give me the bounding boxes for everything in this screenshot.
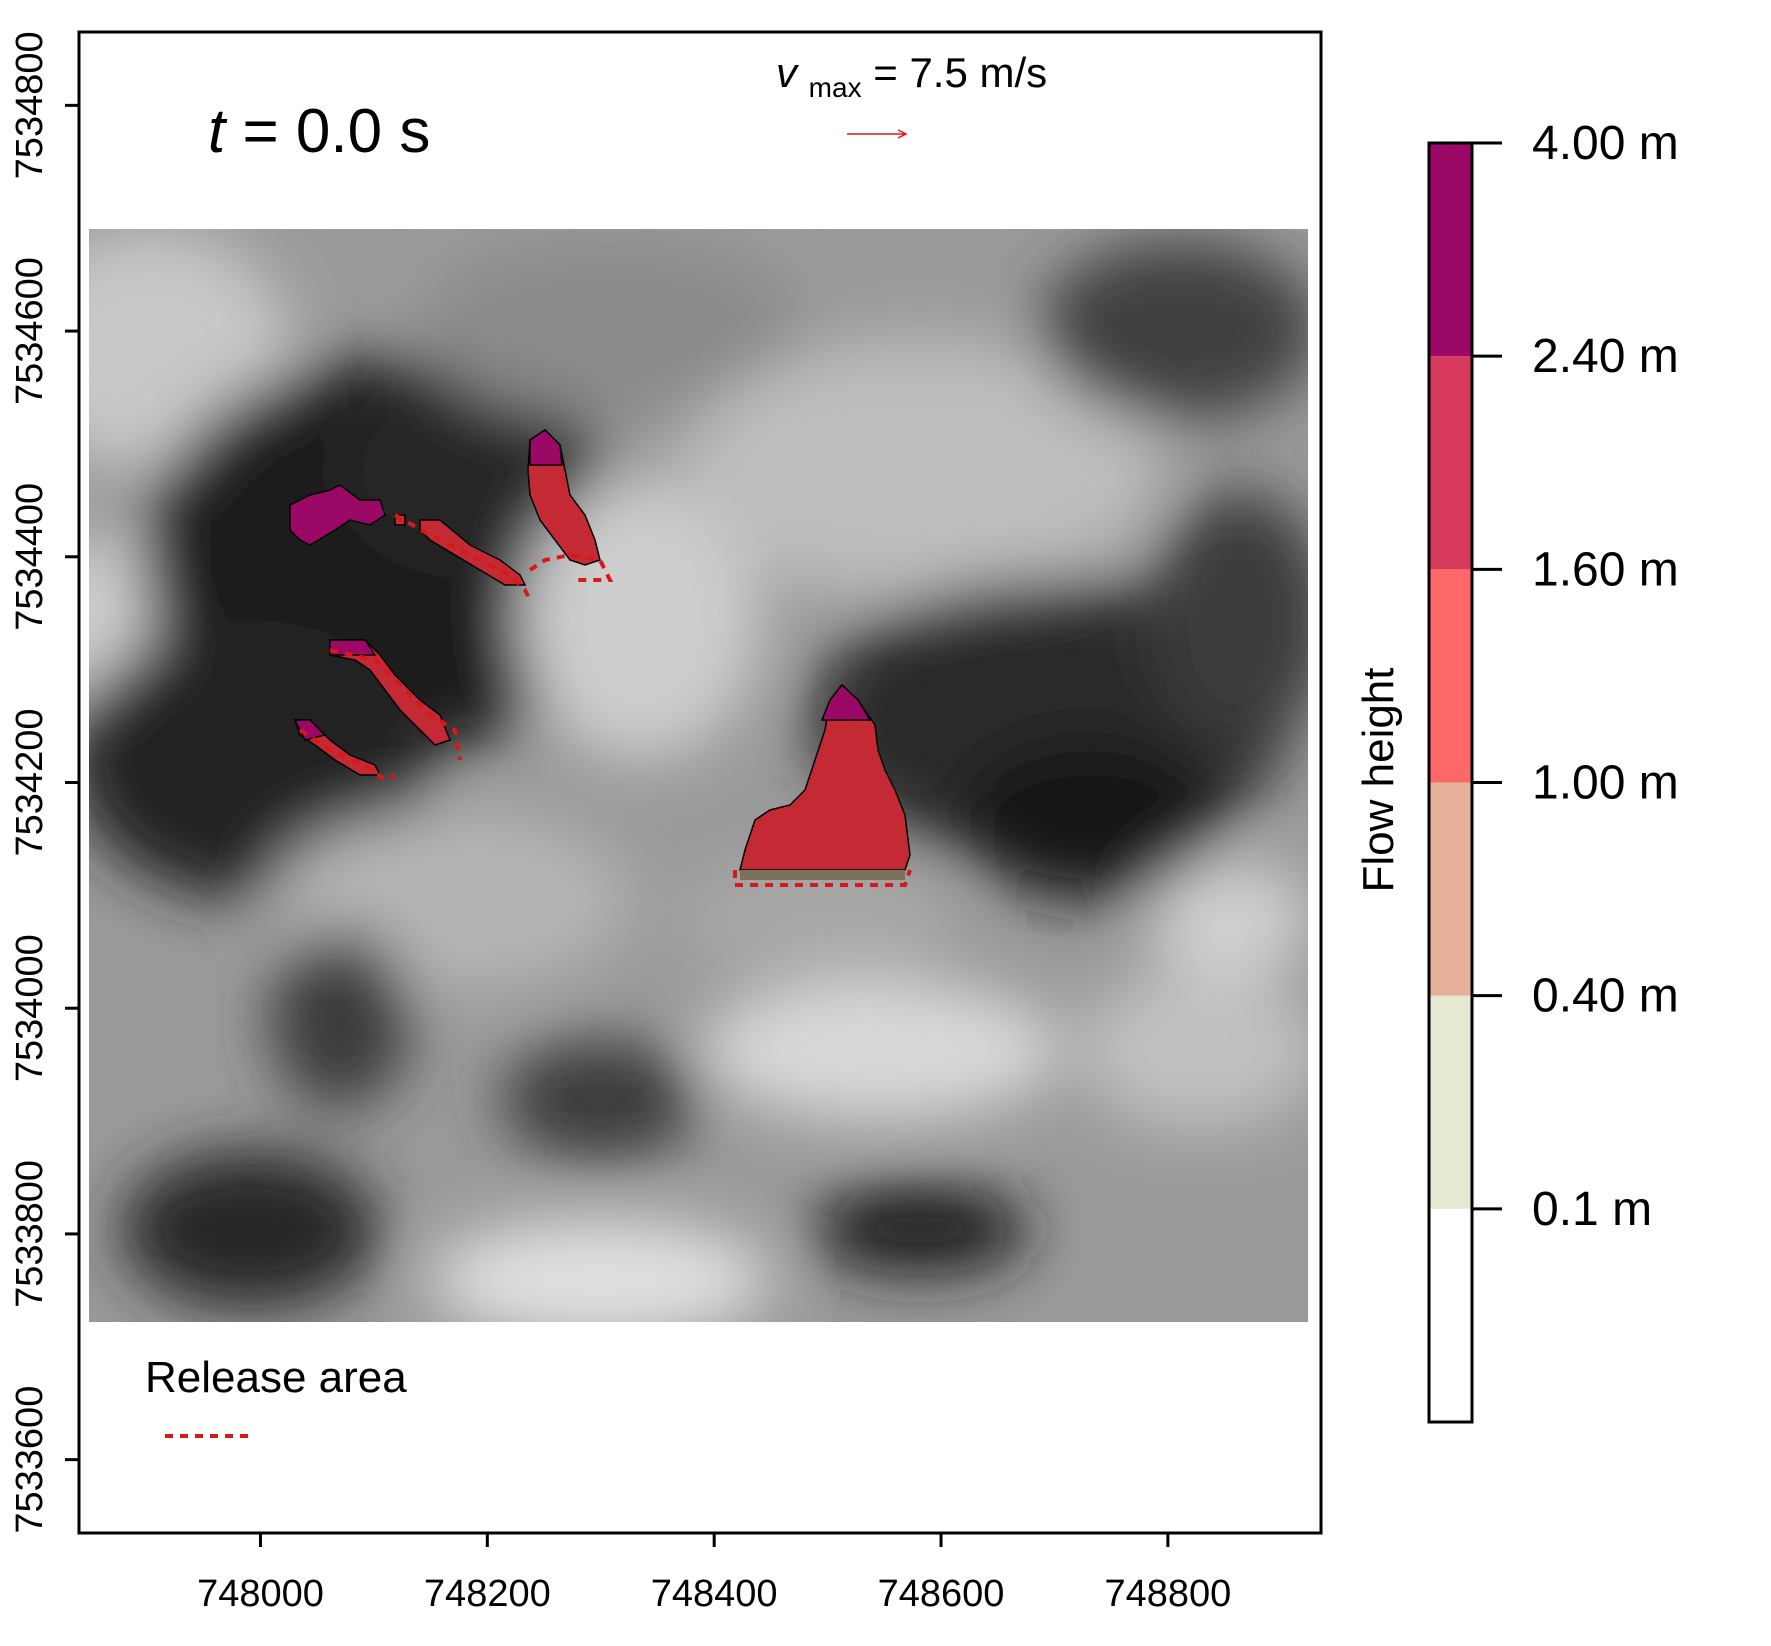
- flow-patch-right-top: [820, 683, 872, 721]
- x-tick-label: 748400: [651, 1573, 778, 1615]
- time-value: 0.0: [296, 97, 382, 166]
- x-tick-label: 748000: [197, 1573, 324, 1615]
- flow-patch-left-upper: [289, 484, 386, 546]
- y-tick-label: 7533600: [9, 1386, 51, 1534]
- flow-patch-center-upper-top: [529, 429, 563, 466]
- colorbar-tick-label: 1.00 m: [1532, 757, 1679, 810]
- colorbar-tick-label: 0.40 m: [1532, 970, 1679, 1023]
- x-tick-label: 748800: [1104, 1573, 1231, 1615]
- flow-patch-streak-b: [419, 519, 527, 586]
- colorbar-tick-label: 1.60 m: [1532, 543, 1679, 596]
- colorbar-tick-label: 0.1 m: [1532, 1183, 1652, 1236]
- velocity-unit: m/s: [980, 49, 1048, 96]
- velocity-value: 7.5: [909, 49, 967, 96]
- colorbar-title: Flow height: [1354, 667, 1403, 892]
- hillshade-terrain: [89, 229, 1308, 1322]
- flow-patches: [289, 429, 911, 880]
- y-tick-label: 7534000: [9, 934, 51, 1082]
- colorbar-band: [1429, 569, 1472, 783]
- release-area-outlines: [298, 513, 912, 887]
- colorbar-band: [1429, 1208, 1472, 1422]
- colorbar: 0.1 m 0.40 m 1.00 m 1.60 m 2.40 m 4.00 m: [1427, 117, 1679, 1424]
- release-legend-label: Release area: [145, 1353, 407, 1402]
- time-var: t: [208, 97, 228, 166]
- colorbar-tick-label: 2.40 m: [1532, 330, 1679, 383]
- x-tick-label: 748200: [424, 1573, 551, 1615]
- release-outline-5: [733, 869, 912, 887]
- y-tick-label: 7533800: [9, 1160, 51, 1308]
- velocity-arrow: [847, 129, 908, 139]
- time-unit: s: [399, 97, 430, 166]
- colorbar-tick-label: 4.00 m: [1532, 117, 1679, 170]
- y-tick-label: 7534200: [9, 709, 51, 857]
- y-tick-label: 7534400: [9, 483, 51, 631]
- release-outline-2: [528, 552, 614, 582]
- colorbar-band: [1429, 995, 1472, 1209]
- velocity-label: v max = 7.5 m/s: [776, 49, 1047, 106]
- flow-patch-left-mid: [329, 639, 451, 746]
- x-axis: 748000 748200 748400 748600 748800: [197, 1533, 1231, 1615]
- colorbar-band: [1429, 782, 1472, 996]
- velocity-sub: max: [809, 72, 862, 103]
- release-outline-3: [329, 648, 462, 761]
- colorbar-band: [1429, 143, 1472, 357]
- y-tick-label: 7534800: [9, 31, 51, 179]
- time-label: t = 0.0 s: [208, 97, 430, 166]
- velocity-var: v: [776, 49, 800, 96]
- colorbar-band: [1429, 356, 1472, 570]
- y-tick-label: 7534600: [9, 257, 51, 405]
- release-outline-1: [394, 513, 532, 601]
- y-axis: 7533600 7533800 7534000 7534200 7534400 75346…: [9, 31, 79, 1534]
- x-tick-label: 748600: [878, 1573, 1005, 1615]
- flow-patch-right-fringe: [740, 870, 905, 880]
